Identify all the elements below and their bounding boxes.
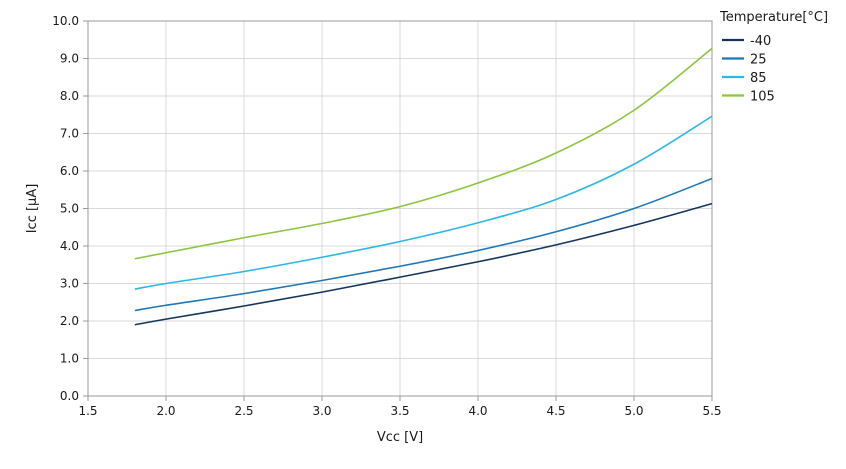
plot-frame — [87, 20, 713, 397]
y-tick-label: 1.0 — [60, 352, 79, 366]
legend-label-85: 85 — [750, 71, 767, 86]
y-axis-title: Icc [μA] — [25, 184, 40, 234]
y-tick-label: 10.0 — [52, 14, 79, 28]
y-tick-label: 6.0 — [60, 164, 79, 178]
legend-label-105: 105 — [750, 90, 775, 105]
y-tick-label: 5.0 — [60, 202, 79, 216]
x-tick-label: 3.5 — [390, 404, 409, 418]
x-tick-label: 5.5 — [702, 404, 721, 418]
y-tick-labels: 0.0 1.0 2.0 3.0 4.0 5.0 6.0 7.0 8.0 9.0 10.0 — [52, 14, 79, 403]
y-tick-label: 4.0 — [60, 239, 79, 253]
x-tick-label: 2.5 — [234, 404, 253, 418]
legend-label-25: 25 — [750, 53, 767, 68]
legend-title: Temperature[°C] — [719, 10, 828, 25]
y-tick-label: 0.0 — [60, 389, 79, 403]
y-tick-label: 3.0 — [60, 277, 79, 291]
y-tick-label: 8.0 — [60, 89, 79, 103]
series-line-85 — [134, 115, 713, 290]
x-tick-label: 1.5 — [78, 404, 97, 418]
x-tick-label: 3.0 — [312, 404, 331, 418]
y-tick-label: 2.0 — [60, 314, 79, 328]
legend-items: -40 25 85 105 — [722, 34, 775, 105]
series-line-25 — [134, 177, 713, 312]
grid — [83, 20, 713, 401]
y-tick-label: 7.0 — [60, 127, 79, 141]
series-lines — [134, 47, 713, 326]
x-tick-label: 5.0 — [624, 404, 643, 418]
legend-label--40: -40 — [750, 34, 771, 49]
y-tick-label: 9.0 — [60, 52, 79, 66]
series-line--40 — [134, 202, 713, 326]
x-axis-title: Vcc [V] — [377, 430, 423, 445]
x-tick-labels: 1.5 2.0 2.5 3.0 3.5 4.0 4.5 5.0 5.5 — [78, 404, 721, 418]
x-tick-label: 2.0 — [156, 404, 175, 418]
x-tick-label: 4.5 — [546, 404, 565, 418]
series-line-105 — [134, 47, 713, 260]
legend: Temperature[°C] -40 25 85 105 — [719, 10, 828, 105]
x-tick-label: 4.0 — [468, 404, 487, 418]
